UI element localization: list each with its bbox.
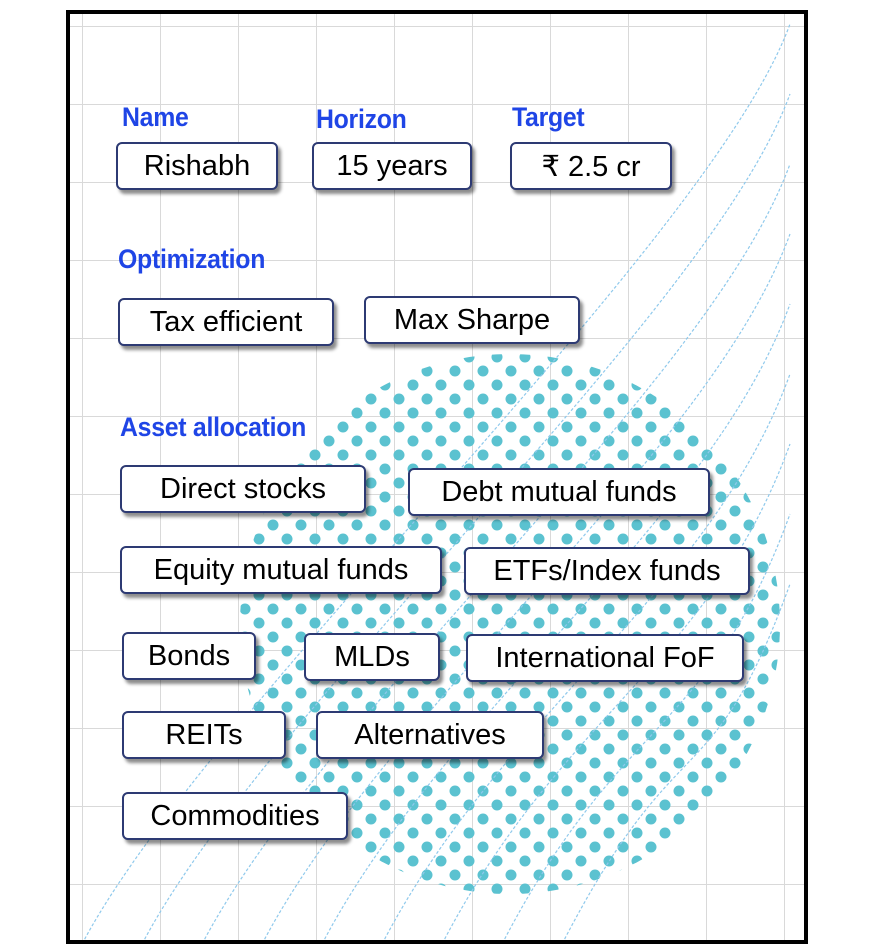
asset-international-fof[interactable]: International FoF <box>466 634 744 682</box>
option-tax-efficient[interactable]: Tax efficient <box>118 298 334 346</box>
asset-debt-mutual-funds[interactable]: Debt mutual funds <box>408 468 710 516</box>
card-frame: Name Rishabh Horizon 15 years Target ₹ 2… <box>66 10 808 944</box>
asset-allocation-label: Asset allocation <box>120 412 307 442</box>
asset-etfs-index-funds[interactable]: ETFs/Index funds <box>464 547 750 595</box>
asset-reits[interactable]: REITs <box>122 711 286 759</box>
asset-mlds[interactable]: MLDs <box>304 633 440 681</box>
decorative-curve <box>323 303 791 940</box>
decorative-curve <box>443 443 791 940</box>
horizon-label: Horizon <box>316 104 407 134</box>
decorative-curve <box>503 513 791 940</box>
target-chip[interactable]: ₹ 2.5 cr <box>510 142 672 190</box>
asset-equity-mutual-funds[interactable]: Equity mutual funds <box>120 546 442 594</box>
target-label: Target <box>512 102 585 132</box>
asset-direct-stocks[interactable]: Direct stocks <box>120 465 366 513</box>
decorative-curve <box>563 583 791 940</box>
horizon-chip[interactable]: 15 years <box>312 142 472 190</box>
optimization-label: Optimization <box>118 244 266 274</box>
decorative-curve <box>263 233 791 940</box>
name-chip[interactable]: Rishabh <box>116 142 278 190</box>
option-max-sharpe[interactable]: Max Sharpe <box>364 296 580 344</box>
name-label: Name <box>122 102 189 132</box>
asset-bonds[interactable]: Bonds <box>122 632 256 680</box>
asset-commodities[interactable]: Commodities <box>122 792 348 840</box>
asset-alternatives[interactable]: Alternatives <box>316 711 544 759</box>
